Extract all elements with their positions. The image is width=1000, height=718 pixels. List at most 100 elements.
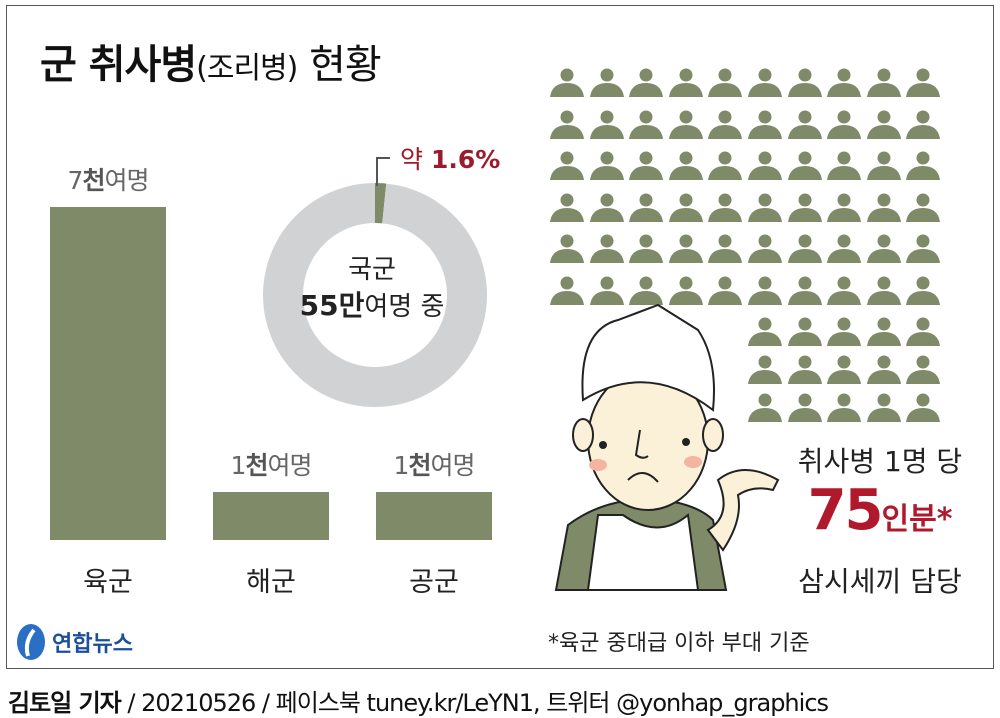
person-icon (668, 234, 703, 264)
person-icon (866, 68, 901, 98)
bar-육군 (50, 207, 166, 540)
person-icon (629, 193, 664, 223)
person-icon (827, 234, 862, 264)
person-icon (748, 276, 782, 306)
bar-value-label: 7천여명 (67, 166, 150, 195)
callout-big-number: 75인분* (807, 478, 953, 543)
title-main: 군 취사병 (40, 42, 197, 88)
person-icon (550, 151, 584, 181)
person-icon (550, 234, 584, 264)
person-icon (748, 234, 782, 264)
person-icon (827, 317, 862, 347)
person-icon (787, 193, 822, 223)
donut-center-line1: 국군 (348, 255, 396, 285)
person-icon (629, 151, 664, 181)
person-icon (827, 151, 862, 181)
person-icon (629, 234, 664, 264)
donut-slice-0 (375, 183, 387, 224)
person-icon (866, 355, 901, 385)
callout-line3: 삼시세끼 담당 (798, 565, 962, 598)
donut-center-line2: 55만여명 중 (299, 289, 445, 322)
person-icon (827, 193, 862, 223)
person-icon (866, 317, 901, 347)
person-icon (866, 151, 901, 181)
person-icon (906, 355, 941, 385)
person-icon (589, 151, 624, 181)
bar-category-label: 육군 (83, 567, 133, 598)
person-icon (629, 276, 664, 306)
person-icon (906, 234, 941, 264)
person-icon (589, 193, 624, 223)
person-icon (827, 355, 862, 385)
bar-value-label: 1천여명 (230, 451, 313, 481)
person-icon (589, 68, 624, 98)
bar-공군 (376, 492, 492, 540)
donut-annotation: 약 1.6% (400, 145, 501, 174)
person-icon (827, 393, 862, 423)
callout-line1: 취사병 1명 당 (797, 445, 963, 478)
person-icon (668, 151, 703, 181)
person-icon (668, 110, 703, 140)
title-rest: 현황 (297, 42, 382, 88)
person-icon (629, 68, 664, 98)
person-icon (629, 110, 664, 140)
bar-category-label: 해군 (246, 567, 296, 598)
bar-value-label: 1천여명 (393, 451, 476, 481)
person-icon (550, 276, 584, 306)
person-icon (906, 317, 941, 347)
person-icon (787, 110, 822, 140)
person-icon (668, 68, 703, 98)
person-icon (906, 393, 941, 423)
yonhap-logo-icon (17, 624, 45, 660)
person-icon (787, 317, 822, 347)
person-icon (708, 110, 743, 140)
person-icon (748, 68, 782, 98)
person-icon (787, 234, 822, 264)
person-icon (668, 276, 703, 306)
title-paren: (조리병) (196, 51, 298, 86)
person-icon (827, 110, 862, 140)
person-icon (787, 151, 822, 181)
person-icon (787, 68, 822, 98)
person-icon (866, 234, 901, 264)
annotation-leader-line (376, 157, 390, 186)
person-icon (748, 393, 782, 423)
cook-illustration (554, 303, 780, 591)
person-icon (748, 193, 782, 223)
bar-category-label: 공군 (409, 567, 459, 598)
page-title: 군 취사병(조리병) 현황 (40, 32, 382, 90)
person-icon (906, 151, 941, 181)
donut-chart (263, 183, 487, 407)
person-icon (866, 110, 901, 140)
person-icon (787, 393, 822, 423)
person-icon (906, 276, 941, 306)
person-icon (866, 193, 901, 223)
person-icon (589, 276, 624, 306)
person-icon (748, 151, 782, 181)
person-icon (827, 276, 862, 306)
frame (6, 5, 994, 669)
person-icon (708, 234, 743, 264)
person-icon (748, 355, 782, 385)
person-icon (708, 68, 743, 98)
person-icon (550, 110, 584, 140)
person-icon (748, 317, 782, 347)
logo: 연합뉴스 (14, 622, 133, 662)
donut-slice-1 (263, 183, 487, 407)
logo-text: 연합뉴스 (52, 632, 133, 657)
person-icon (668, 193, 703, 223)
person-icon (708, 276, 743, 306)
person-icon (589, 234, 624, 264)
person-icon (787, 276, 822, 306)
donut-center-label: 국군 55만여명 중 (272, 252, 472, 325)
person-icon (589, 110, 624, 140)
footnote: *육군 중대급 이하 부대 기준 (548, 631, 810, 656)
person-icon (550, 193, 584, 223)
person-icon (708, 193, 743, 223)
bar-해군 (213, 492, 329, 540)
person-icon (748, 110, 782, 140)
person-icon (866, 393, 901, 423)
person-icon (906, 68, 941, 98)
person-icon (906, 110, 941, 140)
